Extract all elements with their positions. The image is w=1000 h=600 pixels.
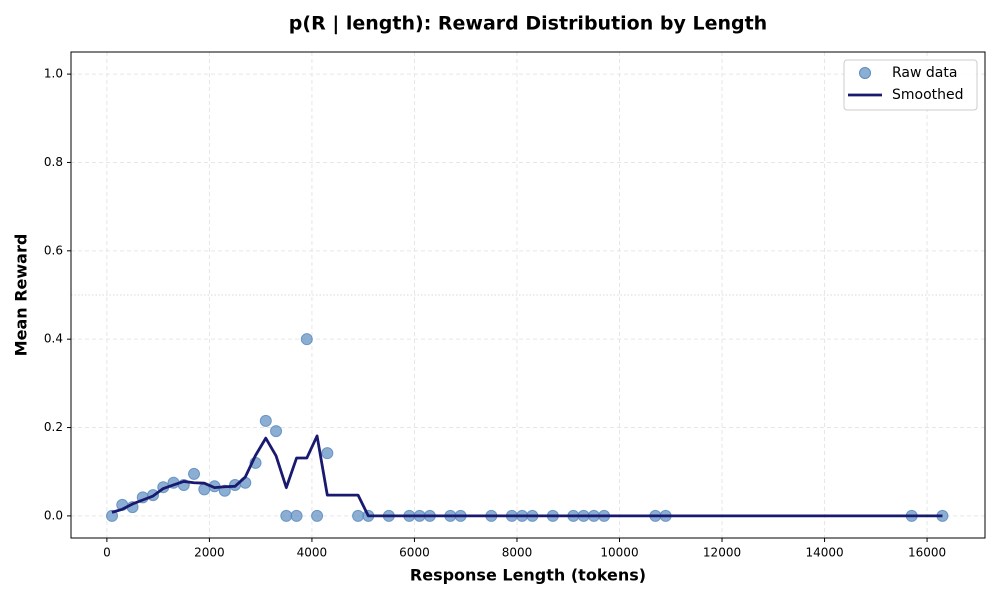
legend-box — [843, 59, 978, 111]
data-point — [352, 509, 365, 522]
y-tick-label: 0.8 — [44, 155, 63, 169]
smoothed-line — [111, 434, 943, 518]
x-tick-label: 0 — [103, 546, 111, 560]
plot-area — [71, 52, 985, 538]
data-point — [270, 425, 283, 438]
x-axis-label: Response Length (tokens) — [410, 566, 646, 585]
data-point — [300, 333, 313, 346]
x-tick-label: 12000 — [703, 546, 741, 560]
y-axis-label: Mean Reward — [12, 234, 31, 357]
y-tick-label: 0.4 — [44, 332, 63, 346]
x-tick-label: 14000 — [805, 546, 843, 560]
data-point — [290, 509, 303, 522]
axes-frame — [70, 51, 986, 539]
data-point — [311, 509, 324, 522]
x-tick-label: 10000 — [600, 546, 638, 560]
legend-label: Smoothed — [892, 87, 964, 103]
data-point — [188, 467, 201, 480]
data-point — [106, 509, 119, 522]
legend-label: Raw data — [892, 65, 957, 81]
data-point — [280, 509, 293, 522]
chart-title: p(R | length): Reward Distribution by Le… — [289, 13, 767, 35]
legend-marker — [859, 67, 871, 79]
x-tick-label: 6000 — [399, 546, 430, 560]
y-tick-label: 1.0 — [44, 67, 63, 81]
y-tick-label: 0.2 — [44, 420, 63, 434]
y-tick-label: 0.0 — [44, 508, 63, 522]
data-point — [321, 447, 334, 460]
x-tick-label: 8000 — [502, 546, 533, 560]
x-tick-label: 4000 — [297, 546, 328, 560]
x-tick-label: 2000 — [194, 546, 225, 560]
x-tick-label: 16000 — [908, 546, 946, 560]
y-tick-label: 0.6 — [44, 243, 63, 257]
data-point — [259, 414, 272, 427]
legend: Raw data Smoothed — [843, 59, 978, 111]
